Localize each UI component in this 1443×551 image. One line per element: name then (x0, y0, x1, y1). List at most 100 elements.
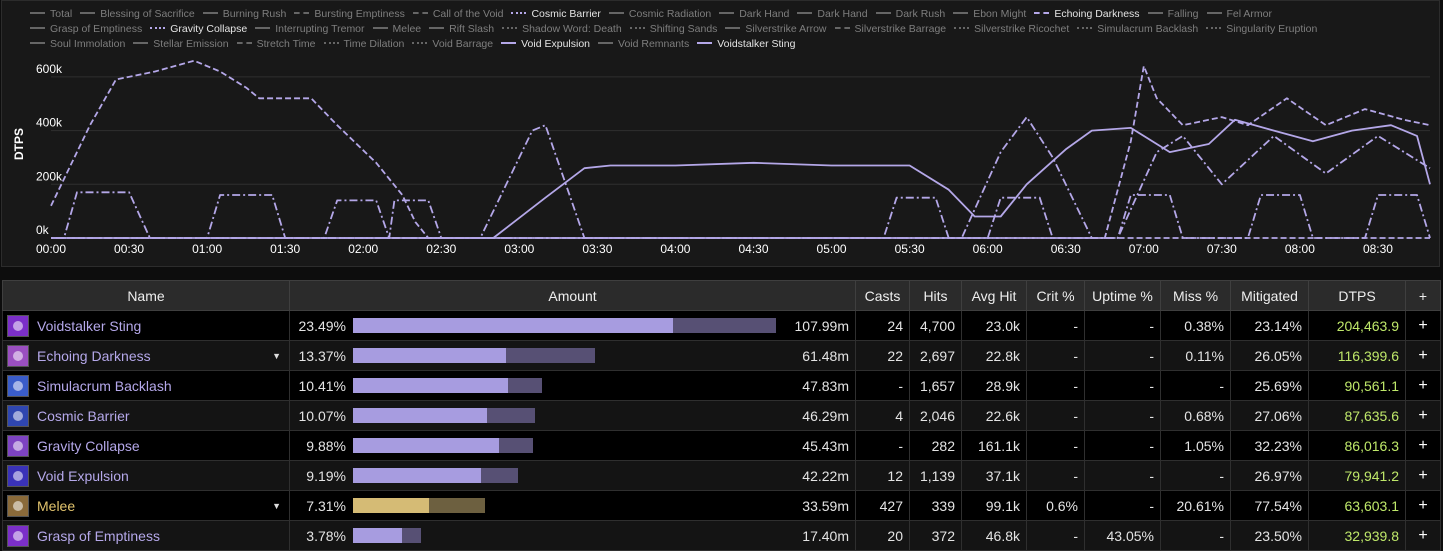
legend-label: Dark Hand (739, 8, 790, 20)
legend-item[interactable]: Echoing Darkness (1034, 7, 1140, 22)
row-add-button[interactable]: + (1405, 520, 1441, 551)
amount-bar (353, 468, 777, 483)
spell-name-cell: Void Expulsion (2, 460, 290, 491)
spell-name-link[interactable]: Grasp of Emptiness (37, 527, 160, 544)
spell-name-cell: Melee ▼ (2, 490, 290, 521)
crit-cell: - (1026, 520, 1085, 551)
legend-label: Ebon Might (973, 8, 1027, 20)
legend-item[interactable]: Call of the Void (412, 7, 503, 22)
table-row[interactable]: Gravity Collapse 9.88% 45.43m -282 161.1k - -1… (2, 430, 1441, 461)
table-row[interactable]: Void Expulsion 9.19% 42.22m 12 1,139 37.1k - - -… (2, 460, 1441, 491)
spell-name-cell: Cosmic Barrier (2, 400, 290, 431)
row-add-button[interactable]: + (1405, 310, 1441, 341)
legend-item[interactable]: Time Dilation (323, 37, 404, 52)
row-add-button[interactable]: + (1405, 370, 1441, 401)
casts-cell: 4 (855, 400, 910, 431)
legend-item[interactable]: Dark Rush (875, 7, 945, 22)
spell-name-wrap: Void Expulsion (7, 464, 285, 487)
legend-item[interactable]: Singularity Eruption (1206, 22, 1317, 37)
table-row[interactable]: Melee ▼ 7.31% 33.59m 427 339 99.1k 0.6% -20.61% 7… (2, 490, 1441, 521)
amount-cell: 3.78% 17.40m (289, 520, 856, 551)
row-add-button[interactable]: + (1405, 490, 1441, 521)
row-add-button[interactable]: + (1405, 340, 1441, 371)
legend-label: Echoing Darkness (1054, 8, 1140, 20)
mitigated-cell: 25.69% (1230, 370, 1309, 401)
col-header-hits[interactable]: Hits (909, 280, 962, 311)
col-header-dtps[interactable]: DTPS (1308, 280, 1406, 311)
spell-name-cell: Gravity Collapse (2, 430, 290, 461)
legend-swatch-icon (719, 12, 735, 15)
legend-item[interactable]: Stellar Emission (133, 37, 229, 52)
amount-bar-effective (353, 408, 487, 423)
legend-item[interactable]: Fel Armor (1206, 7, 1272, 22)
legend-item[interactable]: Stretch Time (236, 37, 316, 52)
spell-name-link[interactable]: Simulacrum Backlash (37, 377, 172, 394)
table-row[interactable]: Grasp of Emptiness 3.78% 17.40m 20 372 46.8k -… (2, 520, 1441, 551)
row-add-button[interactable]: + (1405, 460, 1441, 491)
x-tick-label: 07:30 (1207, 242, 1237, 256)
legend-item[interactable]: Silverstrike Ricochet (954, 22, 1069, 37)
avg-hit-cell: 22.6k (961, 400, 1027, 431)
col-header-name[interactable]: Name (2, 280, 290, 311)
amount-percent: 23.49% (298, 317, 346, 334)
mitigated-cell: 32.23% (1230, 430, 1309, 461)
spell-name-link[interactable]: Melee (37, 497, 76, 514)
col-header-mitigated[interactable]: Mitigated (1230, 280, 1309, 311)
legend-item[interactable]: Rift Slash (429, 22, 494, 37)
spell-name-link[interactable]: Voidstalker Sting (37, 317, 142, 334)
col-header-casts[interactable]: Casts (855, 280, 910, 311)
legend-item[interactable]: Ebon Might (953, 7, 1026, 22)
expand-caret-icon[interactable]: ▼ (272, 350, 281, 361)
amount-cell: 9.19% 42.22m (289, 460, 856, 491)
damage-taken-table-wrap: Name Amount Casts Hits Avg Hit Crit % Up… (2, 280, 1441, 551)
legend-item[interactable]: Void Remnants (598, 37, 689, 52)
spell-name-link[interactable]: Echoing Darkness (37, 347, 151, 364)
legend-item[interactable]: Gravity Collapse (150, 22, 247, 37)
legend-item[interactable]: Void Expulsion (501, 37, 590, 52)
add-column-button[interactable]: + (1405, 280, 1441, 311)
legend-item[interactable]: Soul Immolation (30, 37, 125, 52)
spell-name-link[interactable]: Void Expulsion (37, 467, 129, 484)
legend-item[interactable]: Grasp of Emptiness (30, 22, 142, 37)
amount-value: 42.22m (802, 467, 849, 484)
legend-item[interactable]: Burning Rush (202, 7, 286, 22)
legend-item[interactable]: Voidstalker Sting (697, 37, 795, 52)
legend-item[interactable]: Total (30, 7, 72, 22)
col-header-amount[interactable]: Amount (289, 280, 856, 311)
legend-item[interactable]: Dark Hand (719, 7, 789, 22)
legend-item[interactable]: Silverstrike Barrage (834, 22, 946, 37)
table-row[interactable]: Simulacrum Backlash 10.41% 47.83m -1,657 28.… (2, 370, 1441, 401)
legend-item[interactable]: Dark Hand (797, 7, 868, 22)
spell-name-link[interactable]: Cosmic Barrier (37, 407, 130, 424)
spell-name-link[interactable]: Gravity Collapse (37, 437, 140, 454)
col-header-crit[interactable]: Crit % (1026, 280, 1085, 311)
col-header-uptime[interactable]: Uptime % (1084, 280, 1161, 311)
legend-item[interactable]: Melee (372, 22, 421, 37)
legend-item[interactable]: Simulacrum Backlash (1077, 22, 1198, 37)
legend-item[interactable]: Bursting Emptiness (294, 7, 405, 22)
col-header-avg-hit[interactable]: Avg Hit (961, 280, 1027, 311)
legend-item[interactable]: Blessing of Sacrifice (80, 7, 195, 22)
table-row[interactable]: Voidstalker Sting 23.49% 107.99m 24 4,700 23.… (2, 310, 1441, 341)
legend-item[interactable]: Interrupting Tremor (255, 22, 365, 37)
legend-item[interactable]: Cosmic Barrier (511, 7, 601, 22)
avg-hit-cell: 23.0k (961, 310, 1027, 341)
dtps-cell: 63,603.1 (1308, 490, 1406, 521)
table-row[interactable]: Echoing Darkness ▼ 13.37% 61.48m 22 2,697 22.8… (2, 340, 1441, 371)
legend-item[interactable]: Shadow Word: Death (502, 22, 622, 37)
row-add-button[interactable]: + (1405, 430, 1441, 461)
expand-caret-icon[interactable]: ▼ (272, 500, 281, 511)
legend-label: Silverstrike Ricochet (974, 23, 1070, 35)
col-header-miss[interactable]: Miss % (1160, 280, 1231, 311)
amount-cell: 10.41% 47.83m (289, 370, 856, 401)
legend-item[interactable]: Shifting Sands (629, 22, 717, 37)
legend-item[interactable]: Cosmic Radiation (608, 7, 711, 22)
legend-item[interactable]: Void Barrage (412, 37, 493, 52)
table-row[interactable]: Cosmic Barrier 10.07% 46.29m 4 2,046 22.6k - -0… (2, 400, 1441, 431)
row-add-button[interactable]: + (1405, 400, 1441, 431)
legend-item[interactable]: Silverstrike Arrow (725, 22, 827, 37)
legend-item[interactable]: Falling (1147, 7, 1199, 22)
miss-cell: 0.11% (1160, 340, 1231, 371)
crit-cell: - (1026, 400, 1085, 431)
x-tick-label: 00:00 (36, 242, 66, 256)
